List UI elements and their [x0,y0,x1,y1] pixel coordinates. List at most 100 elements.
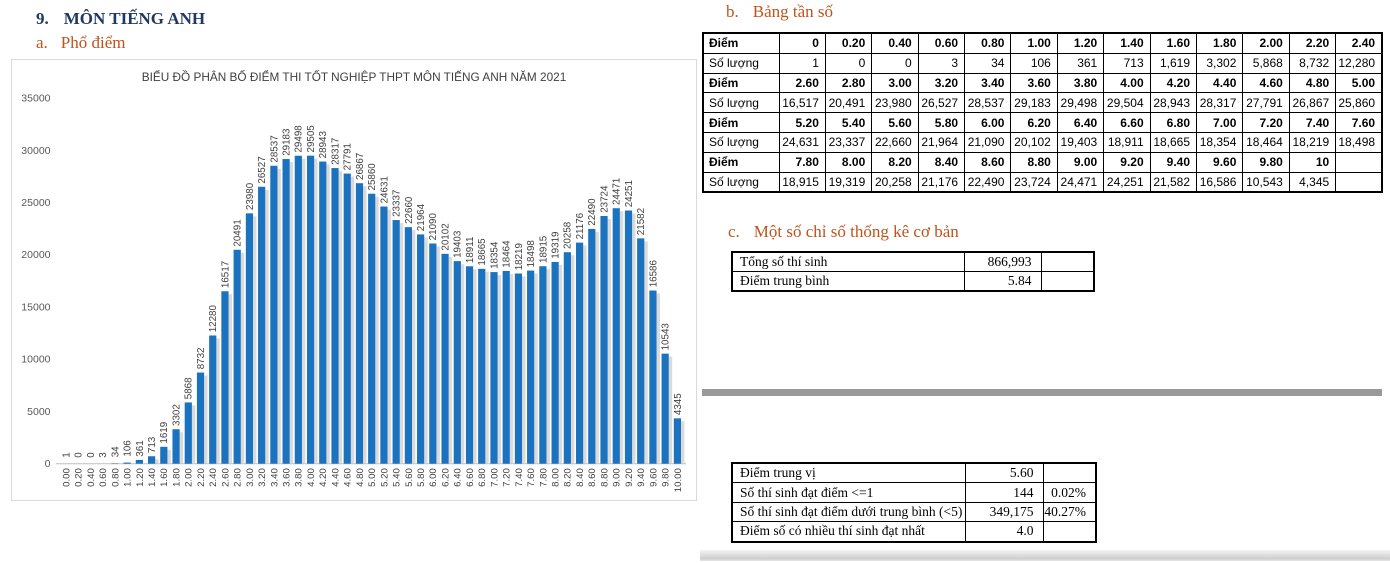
svg-text:10.00: 10.00 [673,468,684,492]
svg-text:9.00: 9.00 [612,468,623,487]
svg-text:4.40: 4.40 [330,468,341,487]
svg-text:24631: 24631 [379,176,390,203]
svg-text:19403: 19403 [453,230,464,258]
svg-text:3.20: 3.20 [257,468,268,487]
svg-text:27791: 27791 [343,143,354,170]
svg-text:1.80: 1.80 [172,468,183,487]
svg-text:5868: 5868 [184,377,195,399]
svg-text:713: 713 [147,436,158,453]
svg-text:23980: 23980 [245,182,256,210]
svg-text:29498: 29498 [294,125,305,153]
svg-text:26867: 26867 [355,153,366,180]
svg-text:3: 3 [98,452,109,458]
svg-text:5.40: 5.40 [392,468,403,487]
svg-text:18911: 18911 [465,237,476,264]
svg-text:20491: 20491 [233,219,244,246]
svg-text:0.20: 0.20 [74,468,85,487]
svg-text:9.40: 9.40 [636,468,647,487]
svg-text:6.80: 6.80 [477,468,488,487]
svg-text:28317: 28317 [330,138,341,165]
svg-text:2.80: 2.80 [233,468,244,487]
svg-text:BIỂU ĐỒ PHÂN BỐ ĐIỂM THI TỐT N: BIỂU ĐỒ PHÂN BỐ ĐIỂM THI TỐT NGHIỆP THPT… [142,70,567,84]
svg-text:29183: 29183 [282,128,293,156]
svg-text:9.80: 9.80 [661,468,672,487]
svg-text:4.00: 4.00 [306,468,317,487]
svg-text:8.80: 8.80 [599,468,610,487]
svg-text:6.00: 6.00 [428,468,439,487]
svg-text:21964: 21964 [416,203,427,231]
svg-text:3302: 3302 [172,404,183,426]
svg-text:6.60: 6.60 [465,468,476,487]
svg-text:18665: 18665 [477,238,488,266]
svg-text:20258: 20258 [563,221,574,249]
svg-text:1.00: 1.00 [123,468,134,487]
svg-text:5.60: 5.60 [404,468,415,487]
svg-text:2.40: 2.40 [208,468,219,487]
svg-text:4.20: 4.20 [318,468,329,487]
svg-text:22660: 22660 [404,196,415,224]
svg-text:23724: 23724 [599,185,610,213]
svg-text:9.20: 9.20 [624,468,635,487]
svg-text:5.80: 5.80 [416,468,427,487]
svg-text:18219: 18219 [514,243,525,270]
svg-text:3.80: 3.80 [294,468,305,487]
svg-text:16586: 16586 [648,260,659,288]
svg-text:6.40: 6.40 [453,468,464,487]
svg-text:18915: 18915 [538,235,549,263]
svg-text:0.80: 0.80 [110,468,121,487]
svg-text:21582: 21582 [636,208,647,235]
svg-text:10543: 10543 [661,323,672,351]
svg-text:6.20: 6.20 [441,468,452,487]
svg-text:7.60: 7.60 [526,468,537,487]
svg-text:4.80: 4.80 [355,468,366,487]
svg-text:3.00: 3.00 [245,468,256,487]
svg-text:22490: 22490 [587,198,598,226]
svg-text:23337: 23337 [392,190,403,217]
svg-text:8.40: 8.40 [575,468,586,487]
svg-text:7.40: 7.40 [514,468,525,487]
svg-text:16517: 16517 [220,261,231,288]
svg-text:29505: 29505 [306,125,317,153]
svg-text:24251: 24251 [624,180,635,207]
svg-text:106: 106 [123,440,134,457]
svg-text:2.00: 2.00 [184,468,195,487]
svg-text:21090: 21090 [428,213,439,241]
svg-text:0: 0 [74,452,85,458]
svg-text:0.60: 0.60 [98,468,109,487]
svg-text:1.20: 1.20 [135,468,146,487]
svg-text:7.20: 7.20 [502,468,513,487]
svg-text:15000: 15000 [21,301,50,313]
svg-text:5000: 5000 [27,406,51,418]
svg-text:20102: 20102 [441,223,452,250]
svg-text:8.60: 8.60 [587,468,598,487]
svg-text:21176: 21176 [575,212,586,239]
svg-text:25860: 25860 [367,163,378,191]
svg-text:7.80: 7.80 [538,468,549,487]
svg-text:28943: 28943 [318,131,329,159]
svg-text:30000: 30000 [21,145,50,157]
svg-text:2.60: 2.60 [220,468,231,487]
svg-text:2.20: 2.20 [196,468,207,487]
svg-text:4.60: 4.60 [343,468,354,487]
svg-text:1.60: 1.60 [159,468,170,487]
svg-text:5.20: 5.20 [379,468,390,487]
svg-text:0.40: 0.40 [86,468,97,487]
svg-text:7.00: 7.00 [489,468,500,487]
svg-text:19319: 19319 [551,232,562,259]
svg-text:3.40: 3.40 [269,468,280,487]
svg-text:18464: 18464 [502,240,513,268]
svg-text:8.00: 8.00 [551,468,562,487]
svg-text:24471: 24471 [612,178,623,205]
svg-text:8732: 8732 [196,348,207,370]
svg-text:18354: 18354 [489,241,500,269]
svg-text:5.00: 5.00 [367,468,378,487]
svg-text:26527: 26527 [257,156,268,183]
svg-text:1: 1 [61,452,72,457]
svg-text:18498: 18498 [526,240,537,268]
svg-text:25000: 25000 [21,197,50,209]
svg-text:0: 0 [45,458,51,470]
svg-text:9.60: 9.60 [648,468,659,487]
svg-text:35000: 35000 [21,93,50,105]
svg-text:0.00: 0.00 [61,468,72,487]
svg-text:34: 34 [110,446,121,457]
